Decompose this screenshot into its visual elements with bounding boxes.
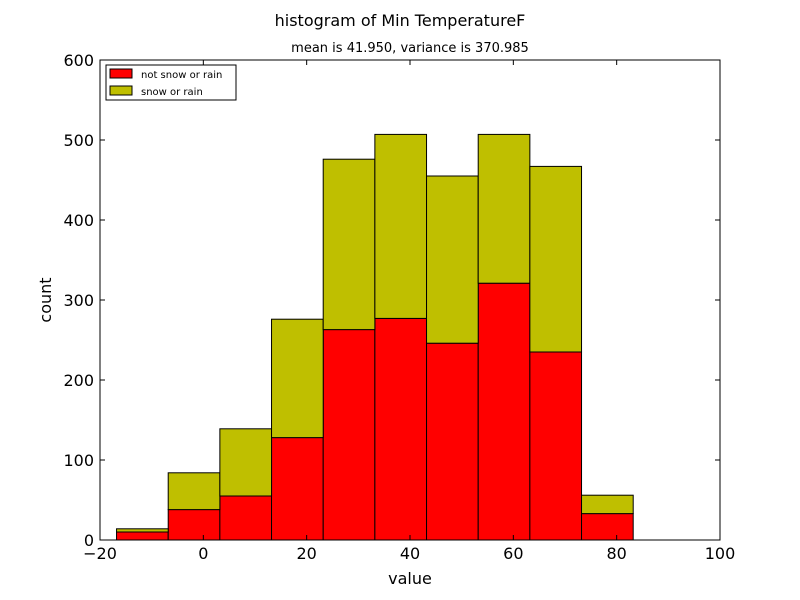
bar-snow-or-rain-1: [167, 472, 221, 511]
x-tick-label-4: 60: [503, 544, 523, 563]
bar-not-snow-or-rain-4: [322, 329, 376, 541]
bar-snow-or-rain-6: [426, 175, 479, 344]
x-tick-label-1: 0: [198, 544, 208, 563]
y-tick-label-3: 300: [63, 291, 94, 310]
bar-not-snow-or-rain-8: [529, 351, 583, 541]
chart-suptitle: histogram of Min TemperatureF: [275, 11, 526, 30]
y-tick-label-4: 400: [63, 211, 94, 230]
bar-not-snow-or-rain-9: [581, 513, 634, 541]
y-tick-label-5: 500: [63, 131, 94, 150]
bar-snow-or-rain-0: [116, 528, 169, 533]
x-tick-label-5: 80: [606, 544, 626, 563]
bar-not-snow-or-rain-3: [271, 437, 324, 541]
bar-snow-or-rain-7: [477, 133, 531, 284]
legend-label-not-snow-or-rain: not snow or rain: [141, 70, 222, 81]
bar-not-snow-or-rain-0: [116, 531, 169, 541]
bar-snow-or-rain-9: [581, 494, 634, 515]
bar-not-snow-or-rain-1: [167, 509, 221, 541]
bar-snow-or-rain-8: [529, 165, 583, 353]
legend-swatch-snow-or-rain: [109, 85, 133, 96]
x-tick-label-3: 40: [400, 544, 420, 563]
legend-swatch-not-snow-or-rain: [109, 68, 133, 79]
bar-snow-or-rain-5: [374, 133, 428, 319]
y-tick-label-0: 0: [84, 531, 94, 550]
x-tick-label-2: 20: [296, 544, 316, 563]
bar-not-snow-or-rain-6: [426, 342, 479, 541]
bar-snow-or-rain-3: [271, 318, 324, 439]
legend-label-snow-or-rain: snow or rain: [141, 87, 203, 98]
bar-not-snow-or-rain-5: [374, 317, 428, 541]
y-tick-label-6: 600: [63, 51, 94, 70]
bar-not-snow-or-rain-7: [477, 282, 531, 541]
x-tick-label-0: −20: [83, 544, 117, 563]
x-tick-label-6: 100: [705, 544, 736, 563]
y-tick-label-2: 200: [63, 371, 94, 390]
legend: not snow or rain snow or rain: [105, 64, 237, 101]
bars-layer: [116, 133, 634, 541]
chart-title: mean is 41.950, variance is 370.985: [291, 41, 529, 56]
bar-snow-or-rain-4: [322, 158, 376, 331]
bar-snow-or-rain-2: [219, 428, 273, 497]
y-tick-label-1: 100: [63, 451, 94, 470]
y-axis-label: count: [36, 277, 55, 322]
x-axis-label: value: [388, 569, 432, 588]
bar-not-snow-or-rain-2: [219, 495, 273, 541]
